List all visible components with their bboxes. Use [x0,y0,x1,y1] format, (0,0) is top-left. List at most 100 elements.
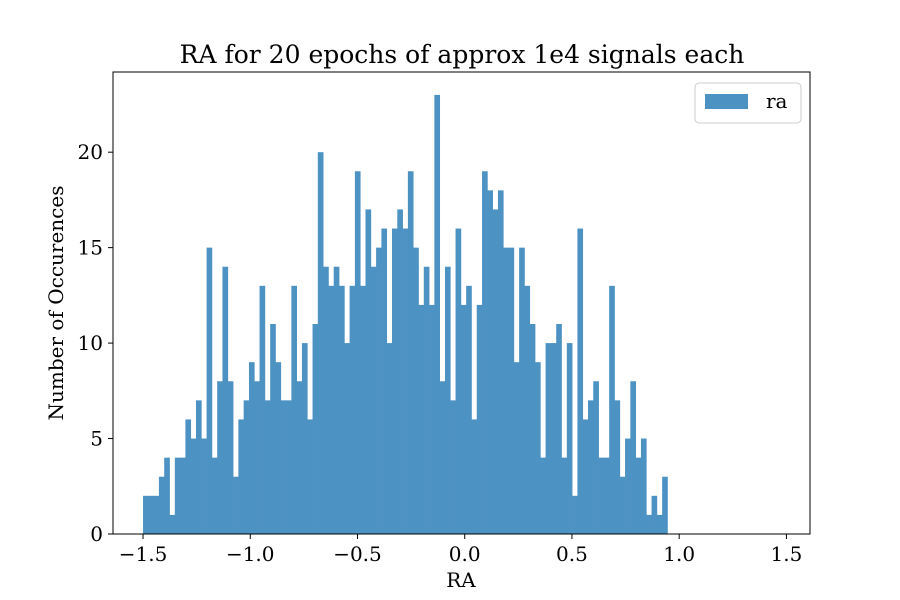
histogram-bar [439,381,446,534]
histogram-bar [174,457,181,534]
histogram-bar [217,381,223,534]
histogram-bar [180,457,186,534]
histogram-bar [333,266,340,534]
histogram-bar [598,457,605,534]
histogram-bar [535,362,541,534]
histogram-bar [370,266,377,534]
histogram-bar [296,381,303,534]
histogram-bar [201,438,207,534]
y-axis-label: Number of Occurences [44,186,68,421]
histogram-bar [280,400,287,534]
histogram-bar [349,285,356,534]
histogram-bar [434,94,441,534]
histogram-bar [328,285,335,534]
histogram-bar [550,343,557,534]
histogram-bar [169,514,176,534]
histogram-bar [317,152,324,534]
histogram-bar [646,514,652,534]
histogram-bar [508,247,515,534]
histogram-bar [275,362,282,534]
histogram-bar [418,304,425,534]
histogram-bar [603,457,610,534]
histogram-bar [577,228,584,535]
histogram-bar [524,285,531,534]
histogram-bar [640,438,647,534]
histogram-bar [196,400,202,534]
histogram-bar [148,495,154,534]
histogram-bar [164,457,170,534]
histogram-bar [572,495,578,534]
histogram-bar [381,228,388,535]
chart-title: RA for 20 epochs of approx 1e4 signals e… [180,40,745,69]
histogram-bar [455,228,462,535]
histogram-bar [248,362,255,534]
histogram-bar [402,228,409,535]
histogram-bar [243,400,250,534]
histogram-bar [545,343,552,534]
histogram-bar [391,228,398,535]
histogram-bar [238,419,245,534]
histogram-bar [614,400,621,534]
histogram-bar [476,304,483,534]
x-axis: −1.5 −1.0 −0.5 0.0 0.5 1.0 1.5 [119,534,803,566]
histogram-bar [471,419,478,534]
histogram-bar [630,381,637,534]
histogram-bar [301,343,308,534]
histogram-bar [429,304,435,534]
histogram-bar [482,171,488,534]
histogram-bar [635,457,642,534]
histogram-bar [497,190,504,535]
histogram-bar [561,457,568,534]
histogram-bar [233,476,239,534]
x-tick-label: −1.0 [226,542,275,566]
histogram-bar [587,400,594,534]
legend-label: ra [766,89,788,113]
plot-frame [112,71,811,535]
histogram-bar [582,419,589,534]
histogram-bar [423,266,430,534]
histogram-bar [619,476,626,534]
histogram-bar [286,400,292,534]
y-tick-label: 20 [78,140,103,164]
x-tick-label: −1.5 [119,542,168,566]
histogram-bar [656,514,663,534]
y-tick-label: 0 [90,522,103,546]
histogram-bar [264,400,271,534]
histogram-bar [344,343,350,534]
histogram-bar [354,171,361,534]
histogram-bar [376,247,382,534]
histogram-bar [386,343,393,534]
histogram-bar [190,438,197,534]
histogram-bar [222,266,229,534]
x-tick-label: 1.5 [771,542,803,566]
histogram-bar [519,247,525,534]
histogram-bar [259,285,266,534]
x-tick-label: 0.5 [556,542,588,566]
histogram-bar [254,381,260,534]
histogram-bar [407,171,414,534]
histogram-bar [227,381,234,534]
histogram-bar [450,400,456,534]
histogram-bar [492,209,499,534]
histogram-bar [413,247,419,534]
histogram-bar [487,190,493,535]
histogram-bar [529,324,536,534]
histogram-bar [185,419,192,534]
histogram-bar [270,324,276,534]
histogram-bars [143,94,668,535]
histogram-bar [153,495,160,534]
histogram-bar [158,476,165,534]
histogram-bar [206,247,213,534]
histogram-bar [466,285,472,534]
histogram-bar [566,343,573,534]
histogram-bar [307,419,313,534]
histogram-bar [339,285,345,534]
histogram-bar [540,457,546,534]
histogram-bar [662,476,668,534]
y-tick-label: 15 [78,236,103,260]
legend: ra [694,82,802,124]
histogram-bar [503,247,509,534]
histogram-bar [211,457,218,534]
x-tick-label: −0.5 [333,542,382,566]
